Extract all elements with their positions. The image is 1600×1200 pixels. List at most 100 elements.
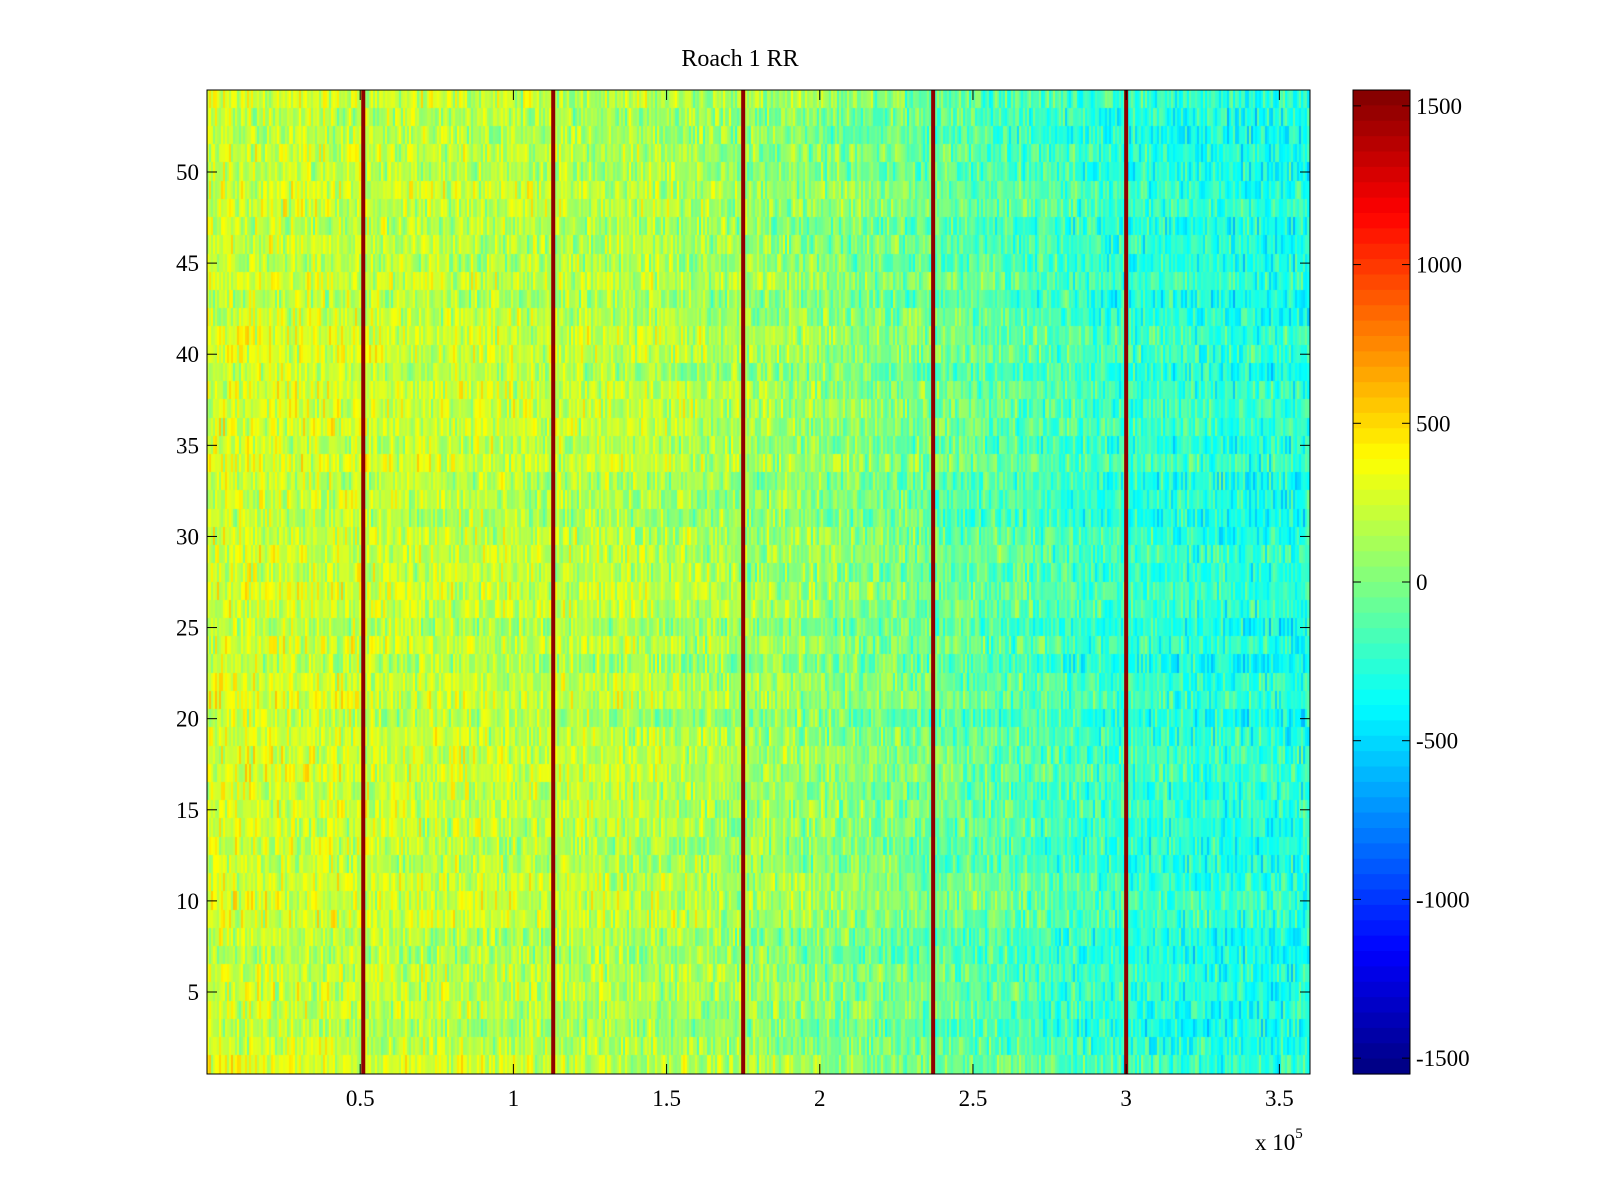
colorbar-band (1353, 828, 1410, 844)
colorbar-band (1353, 566, 1410, 583)
colorbar-band (1353, 1058, 1410, 1075)
x-tick-label: 3.5 (1265, 1086, 1294, 1111)
colorbar-band (1353, 689, 1410, 706)
colorbar-band (1353, 582, 1410, 598)
colorbar-band (1353, 259, 1410, 276)
artifact-line (1124, 90, 1129, 1074)
colorbar-band (1353, 136, 1410, 153)
colorbar-band (1353, 797, 1410, 814)
colorbar-band (1353, 858, 1410, 875)
colorbar-band (1353, 274, 1410, 291)
heatmap-cells (207, 90, 1310, 1074)
colorbar-band (1353, 904, 1410, 921)
colorbar-band (1353, 289, 1410, 306)
colorbar-band (1353, 336, 1410, 352)
colorbar-band (1353, 612, 1410, 629)
artifact-line (741, 90, 746, 1074)
x-axis: 0.5 1 1.5 2 2.5 3 3.5 (346, 90, 1294, 1111)
colorbar-tick-label: 1000 (1416, 253, 1462, 278)
y-tick-label: 20 (176, 707, 199, 732)
y-tick-label: 10 (176, 889, 199, 914)
heatmap-plot (206, 89, 1311, 1075)
colorbar-band (1353, 935, 1410, 952)
colorbar-band (1353, 658, 1410, 675)
colorbar: 1500 1000 500 0 -500 -1000 -1500 (1352, 89, 1470, 1075)
y-tick-label: 30 (176, 524, 199, 549)
colorbar-band (1353, 843, 1410, 860)
colorbar-band (1353, 151, 1410, 168)
colorbar-band (1353, 228, 1410, 245)
y-tick-label: 35 (176, 433, 199, 458)
colorbar-band (1353, 443, 1410, 460)
x-tick-label: 3 (1120, 1086, 1132, 1111)
colorbar-band (1353, 720, 1410, 737)
colorbar-tick-label: -500 (1416, 729, 1458, 754)
colorbar-band (1353, 951, 1410, 967)
colorbar-tick-label: 1500 (1416, 94, 1462, 119)
colorbar-band (1353, 1027, 1410, 1044)
x-tick-label: 2 (814, 1086, 826, 1111)
y-axis: 5 10 15 20 25 30 35 40 45 50 (176, 160, 1310, 1005)
colorbar-band (1353, 920, 1410, 937)
colorbar-tick-label: 500 (1416, 411, 1451, 436)
colorbar-band (1353, 874, 1410, 891)
colorbar-band (1353, 981, 1410, 998)
colorbar-band (1353, 551, 1410, 568)
colorbar-band (1353, 320, 1410, 337)
colorbar-band (1353, 751, 1410, 768)
colorbar-tick-label: 0 (1416, 570, 1428, 595)
plot-frame (206, 89, 1311, 1075)
x-exponent-label: x 105 (1255, 1126, 1303, 1155)
colorbar-band (1353, 182, 1410, 199)
y-tick-label: 25 (176, 616, 199, 641)
colorbar-band (1353, 213, 1410, 229)
colorbar-band (1353, 1043, 1410, 1060)
colorbar-band (1353, 812, 1410, 829)
y-tick-label: 15 (176, 798, 199, 823)
colorbar-band (1353, 428, 1410, 445)
colorbar-band (1353, 1012, 1410, 1029)
colorbar-band (1353, 674, 1410, 691)
colorbar-band (1353, 412, 1410, 429)
colorbar-band (1353, 459, 1410, 475)
colorbar-band (1353, 705, 1410, 721)
colorbar-band (1353, 351, 1410, 368)
y-tick-label: 45 (176, 251, 199, 276)
colorbar-band (1353, 781, 1410, 798)
x-tick-label: 1 (508, 1086, 520, 1111)
colorbar-band (1353, 474, 1410, 491)
colorbar-band (1353, 397, 1410, 414)
colorbar-ticks: 1500 1000 500 0 -500 -1000 -1500 (1353, 94, 1470, 1071)
colorbar-band (1353, 766, 1410, 783)
y-tick-label: 50 (176, 160, 199, 185)
colorbar-band (1353, 382, 1410, 399)
colorbar-band (1353, 366, 1410, 383)
colorbar-band (1353, 166, 1410, 183)
artifact-line (361, 90, 366, 1074)
colorbar-band (1353, 520, 1410, 537)
colorbar-band (1353, 120, 1410, 137)
chart-title: Roach 1 RR (681, 46, 798, 72)
x-tick-label: 1.5 (652, 1086, 681, 1111)
x-tick-label: 0.5 (346, 1086, 375, 1111)
colorbar-band (1353, 966, 1410, 983)
y-tick-label: 40 (176, 342, 199, 367)
artifact-line (551, 90, 556, 1074)
colorbar-band (1353, 489, 1410, 506)
colorbar-band (1353, 105, 1410, 122)
colorbar-band (1353, 305, 1410, 322)
colorbar-gradient (1353, 90, 1410, 1075)
colorbar-band (1353, 197, 1410, 214)
colorbar-band (1353, 243, 1410, 260)
colorbar-band (1353, 535, 1410, 552)
y-tick-label: 5 (188, 980, 200, 1005)
colorbar-tick-label: -1500 (1416, 1046, 1470, 1071)
colorbar-band (1353, 889, 1410, 906)
colorbar-band (1353, 628, 1410, 645)
artifact-line (931, 90, 936, 1074)
colorbar-band (1353, 90, 1410, 106)
colorbar-tick-label: -1000 (1416, 887, 1470, 912)
artifact-lines (361, 90, 1129, 1074)
x-tick-label: 2.5 (959, 1086, 988, 1111)
